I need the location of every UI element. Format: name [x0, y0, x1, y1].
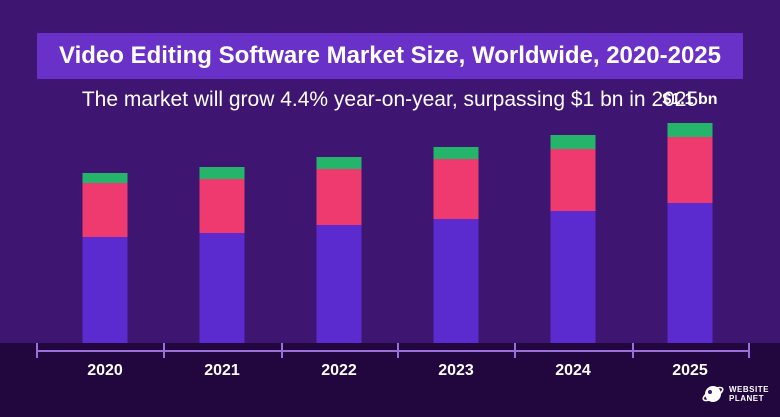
data-label: $1.1 bn [662, 91, 717, 108]
bar-segment-bottom [667, 203, 713, 343]
bar-segment-top [82, 173, 128, 183]
bar-segment-top [550, 135, 596, 149]
chart-subtitle: The market will grow 4.4% year-on-year, … [81, 88, 699, 111]
bar-segment-bottom [550, 211, 596, 343]
planet-icon [702, 386, 724, 402]
axis-band [0, 343, 780, 417]
bar-segment-middle [199, 179, 245, 233]
bar-segment-bottom [199, 233, 245, 343]
x-tick-label: 2020 [87, 362, 123, 379]
website-planet-logo: WEBSITE PLANET [702, 383, 769, 405]
bar-segment-top [667, 123, 713, 137]
bar-segment-bottom [433, 219, 479, 343]
bar-segment-bottom [316, 225, 362, 343]
logo-line-1: WEBSITE [729, 385, 769, 394]
x-tick-label: 2024 [555, 362, 591, 379]
bar-segment-middle [82, 183, 128, 237]
chart-title: Video Editing Software Market Size, Worl… [37, 33, 743, 79]
bar-segment-middle [433, 159, 479, 219]
bar-segment-bottom [82, 237, 128, 343]
bar-segment-middle [550, 149, 596, 211]
bar-segment-top [316, 157, 362, 169]
logo-line-2: PLANET [729, 394, 764, 403]
bar-segment-top [199, 167, 245, 179]
x-tick-label: 2022 [321, 362, 357, 379]
x-tick-label: 2023 [438, 362, 474, 379]
bar-segment-middle [667, 137, 713, 203]
x-tick-label: 2025 [672, 362, 708, 379]
bar-segment-middle [316, 169, 362, 225]
x-tick-label: 2021 [204, 362, 240, 379]
bar-segment-top [433, 147, 479, 159]
